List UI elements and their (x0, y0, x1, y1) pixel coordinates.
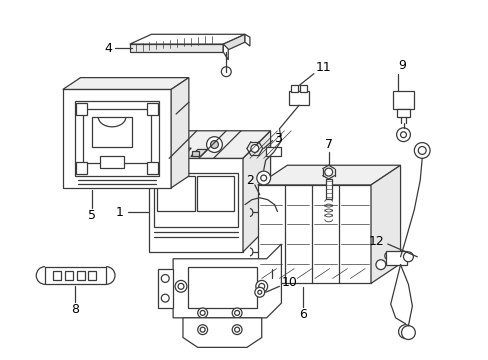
Bar (76, 103, 87, 115)
Bar (291, 85, 298, 93)
Polygon shape (257, 185, 370, 283)
Circle shape (258, 283, 264, 289)
Polygon shape (158, 269, 173, 308)
Polygon shape (244, 34, 249, 46)
Bar (146, 162, 158, 174)
Text: 11: 11 (315, 61, 331, 74)
Text: 4: 4 (104, 41, 112, 55)
Bar (385, 251, 407, 265)
Text: 3: 3 (274, 132, 282, 145)
Text: 12: 12 (368, 235, 384, 248)
Circle shape (413, 143, 429, 158)
Bar (53, 271, 61, 280)
Polygon shape (173, 150, 181, 156)
Circle shape (197, 325, 207, 334)
Polygon shape (171, 148, 191, 156)
Polygon shape (129, 34, 244, 44)
Circle shape (401, 326, 414, 339)
Bar (157, 176, 194, 211)
Circle shape (403, 252, 412, 262)
Bar (325, 179, 331, 199)
Circle shape (396, 128, 409, 141)
Bar (289, 91, 308, 105)
Polygon shape (63, 89, 171, 188)
Polygon shape (370, 165, 400, 283)
Polygon shape (129, 44, 223, 52)
Circle shape (234, 310, 239, 315)
Polygon shape (171, 78, 188, 188)
Circle shape (175, 280, 186, 292)
Circle shape (255, 280, 267, 292)
Circle shape (232, 325, 242, 334)
Bar (82, 109, 151, 163)
Circle shape (417, 147, 425, 154)
Circle shape (161, 275, 169, 282)
Bar (300, 85, 306, 93)
Polygon shape (223, 34, 244, 52)
Circle shape (161, 294, 169, 302)
Circle shape (197, 308, 207, 318)
Circle shape (384, 252, 392, 260)
Circle shape (257, 290, 261, 294)
Polygon shape (63, 78, 188, 89)
Text: 10: 10 (281, 276, 297, 289)
Bar (392, 91, 413, 109)
Text: 7: 7 (324, 138, 332, 151)
Circle shape (256, 171, 270, 185)
Circle shape (221, 67, 231, 77)
Circle shape (400, 132, 406, 138)
Circle shape (250, 145, 258, 152)
Bar (45, 267, 106, 284)
Polygon shape (191, 152, 198, 156)
Circle shape (206, 137, 222, 152)
Polygon shape (223, 44, 228, 60)
Bar (75, 101, 159, 176)
Polygon shape (183, 318, 261, 347)
Polygon shape (173, 244, 281, 318)
Bar (154, 173, 238, 227)
Bar (92, 117, 131, 147)
Text: 6: 6 (299, 309, 306, 321)
Bar (196, 176, 234, 211)
Polygon shape (243, 131, 270, 252)
Bar (187, 267, 256, 308)
Text: 5: 5 (88, 209, 96, 222)
Circle shape (375, 260, 385, 270)
Circle shape (324, 168, 332, 176)
Circle shape (232, 308, 242, 318)
Bar (76, 162, 87, 174)
Bar (396, 109, 409, 117)
Text: 9: 9 (398, 59, 406, 72)
Bar (77, 271, 84, 280)
Bar (88, 271, 96, 280)
Circle shape (272, 208, 282, 217)
Bar (265, 147, 281, 156)
Bar (146, 103, 158, 115)
Circle shape (200, 327, 204, 332)
Circle shape (260, 175, 266, 181)
Polygon shape (190, 149, 207, 156)
Text: 8: 8 (71, 303, 79, 316)
Bar (65, 271, 73, 280)
Text: 2: 2 (245, 174, 253, 186)
Bar (100, 156, 123, 168)
Text: 1: 1 (116, 206, 123, 219)
Circle shape (254, 287, 264, 297)
Circle shape (210, 141, 218, 148)
Polygon shape (149, 158, 243, 252)
Circle shape (398, 325, 411, 338)
Circle shape (200, 310, 204, 315)
Circle shape (402, 329, 407, 334)
Polygon shape (257, 165, 400, 185)
Circle shape (234, 327, 239, 332)
Circle shape (178, 283, 183, 289)
Circle shape (266, 269, 276, 278)
Polygon shape (149, 131, 270, 158)
